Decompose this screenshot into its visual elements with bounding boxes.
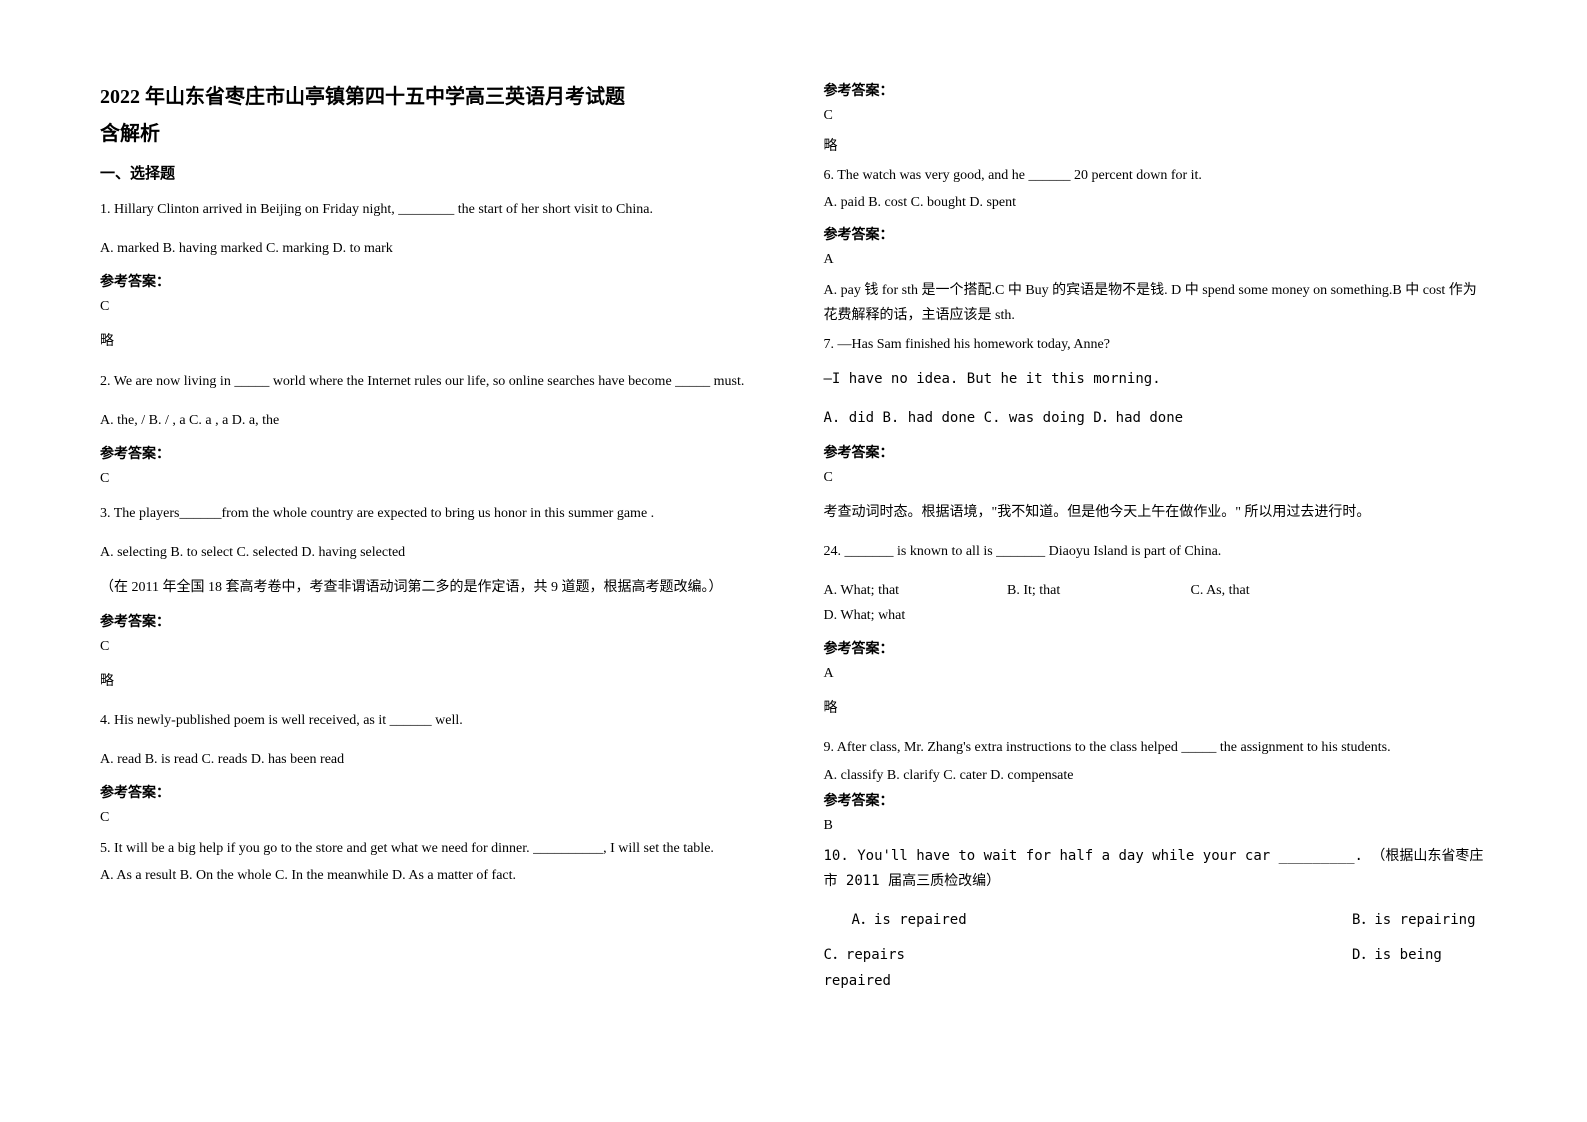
question-1-text: 1. Hillary Clinton arrived in Beijing on…: [100, 197, 764, 222]
question-10-options-row2: C．repairs D．is being repaired: [824, 943, 1488, 993]
question-1-answer: C: [100, 299, 764, 315]
q10-option-c: C．repairs: [824, 943, 1344, 968]
question-8-options: A. What; that B. It; that C. As, that D.…: [824, 578, 1488, 628]
question-7-options: A. did B. had done C. was doing D．had do…: [824, 406, 1488, 431]
question-5-text: 5. It will be a big help if you go to th…: [100, 836, 764, 861]
answer-label: 参考答案：: [824, 224, 1488, 244]
q10-option-a: A．is repaired: [824, 908, 1344, 933]
answer-label: 参考答案：: [824, 80, 1488, 100]
question-6-text: 6. The watch was very good, and he _____…: [824, 163, 1488, 188]
question-2-text: 2. We are now living in _____ world wher…: [100, 369, 764, 394]
question-7-text: 7. —Has Sam finished his homework today,…: [824, 332, 1488, 357]
answer-label: 参考答案：: [824, 638, 1488, 658]
answer-label: 参考答案：: [824, 790, 1488, 810]
question-1-options: A. marked B. having marked C. marking D.…: [100, 236, 764, 261]
question-6-explanation: A. pay 钱 for sth 是一个搭配.C 中 Buy 的宾语是物不是钱.…: [824, 278, 1488, 328]
question-5-note: 略: [824, 134, 1488, 159]
q8-option-a: A. What; that: [824, 578, 1004, 603]
q8-option-d: D. What; what: [824, 603, 1004, 628]
question-9-options: A. classify B. clarify C. cater D. compe…: [824, 763, 1488, 788]
question-7-explanation: 考查动词时态。根据语境，"我不知道。但是他今天上午在做作业。" 所以用过去进行时…: [824, 500, 1488, 525]
question-3-note1: （在 2011 年全国 18 套高考卷中，考查非谓语动词第二多的是作定语，共 9…: [100, 575, 764, 600]
question-8-answer: A: [824, 666, 1488, 682]
question-9-text: 9. After class, Mr. Zhang's extra instru…: [824, 735, 1488, 760]
right-column: 参考答案： C 略 6. The watch was very good, an…: [824, 80, 1488, 1004]
q10-option-b: B．is repairing: [1352, 912, 1476, 928]
answer-label: 参考答案：: [100, 782, 764, 802]
question-7-answer: C: [824, 470, 1488, 486]
question-5-options: A. As a result B. On the whole C. In the…: [100, 863, 764, 888]
question-5-answer: C: [824, 108, 1488, 124]
page-container: 2022 年山东省枣庄市山亭镇第四十五中学高三英语月考试题 含解析 一、选择题 …: [100, 80, 1487, 1004]
question-10-options-row1: A．is repaired B．is repairing: [824, 908, 1488, 933]
question-6-options: A. paid B. cost C. bought D. spent: [824, 190, 1488, 215]
question-4-answer: C: [100, 810, 764, 826]
question-1-note: 略: [100, 329, 764, 354]
question-7-text2: —I have no idea. But he it this morning.: [824, 367, 1488, 392]
question-4-options: A. read B. is read C. reads D. has been …: [100, 747, 764, 772]
question-10-text: 10. You'll have to wait for half a day w…: [824, 844, 1488, 894]
question-9-answer: B: [824, 818, 1488, 834]
question-2-answer: C: [100, 471, 764, 487]
answer-label: 参考答案：: [100, 443, 764, 463]
question-8-note: 略: [824, 696, 1488, 721]
question-6-answer: A: [824, 252, 1488, 268]
question-2-options: A. the, / B. / , a C. a , a D. a, the: [100, 408, 764, 433]
page-title: 2022 年山东省枣庄市山亭镇第四十五中学高三英语月考试题: [100, 80, 764, 109]
q8-option-c: C. As, that: [1191, 578, 1371, 603]
question-4-text: 4. His newly-published poem is well rece…: [100, 708, 764, 733]
answer-label: 参考答案：: [100, 271, 764, 291]
question-3-options: A. selecting B. to select C. selected D.…: [100, 540, 764, 565]
section-heading: 一、选择题: [100, 162, 764, 183]
question-3-text: 3. The players______from the whole count…: [100, 501, 764, 526]
question-3-answer: C: [100, 639, 764, 655]
question-3-note2: 略: [100, 669, 764, 694]
answer-label: 参考答案：: [824, 442, 1488, 462]
question-8-text: 24. _______ is known to all is _______ D…: [824, 539, 1488, 564]
answer-label: 参考答案：: [100, 611, 764, 631]
q8-option-b: B. It; that: [1007, 578, 1187, 603]
page-subtitle: 含解析: [100, 117, 764, 146]
left-column: 2022 年山东省枣庄市山亭镇第四十五中学高三英语月考试题 含解析 一、选择题 …: [100, 80, 764, 1004]
